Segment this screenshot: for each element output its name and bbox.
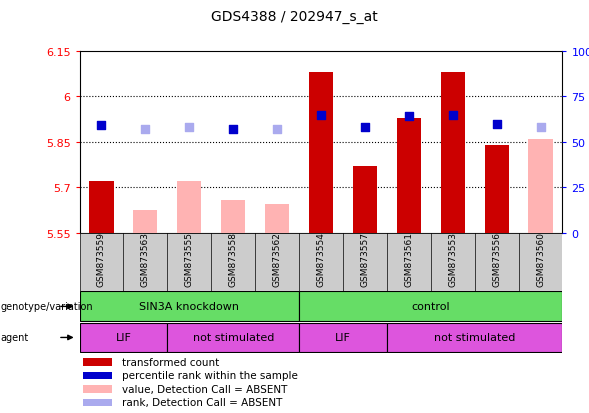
Bar xyxy=(299,292,562,321)
Bar xyxy=(528,140,552,233)
Bar xyxy=(265,204,289,233)
Text: value, Detection Call = ABSENT: value, Detection Call = ABSENT xyxy=(122,384,287,394)
Text: percentile rank within the sample: percentile rank within the sample xyxy=(122,370,298,380)
Point xyxy=(448,112,458,119)
Text: not stimulated: not stimulated xyxy=(193,332,274,343)
Text: GDS4388 / 202947_s_at: GDS4388 / 202947_s_at xyxy=(211,10,378,24)
Bar xyxy=(82,385,112,393)
Text: control: control xyxy=(412,301,450,312)
Bar xyxy=(309,73,333,233)
Bar xyxy=(387,323,562,352)
Text: GSM873556: GSM873556 xyxy=(492,232,501,287)
Text: GSM873555: GSM873555 xyxy=(185,232,194,287)
Bar xyxy=(82,399,112,406)
Text: rank, Detection Call = ABSENT: rank, Detection Call = ABSENT xyxy=(122,397,283,407)
Point xyxy=(492,121,501,128)
Point xyxy=(184,125,194,131)
Bar xyxy=(221,202,245,233)
Bar xyxy=(299,323,387,352)
Text: GSM873563: GSM873563 xyxy=(141,232,150,287)
Bar xyxy=(82,372,112,379)
Text: GSM873559: GSM873559 xyxy=(97,232,106,287)
Bar xyxy=(133,211,157,233)
Bar xyxy=(177,182,201,233)
Text: genotype/variation: genotype/variation xyxy=(1,301,93,312)
Bar xyxy=(90,182,114,233)
Text: GSM873561: GSM873561 xyxy=(404,232,413,287)
Text: SIN3A knockdown: SIN3A knockdown xyxy=(139,301,239,312)
Text: agent: agent xyxy=(1,332,29,343)
Bar xyxy=(441,73,465,233)
Bar xyxy=(167,323,299,352)
Text: GSM873557: GSM873557 xyxy=(360,232,369,287)
Text: transformed count: transformed count xyxy=(122,357,220,367)
Bar xyxy=(82,358,112,366)
Point xyxy=(229,126,238,133)
Text: LIF: LIF xyxy=(335,332,351,343)
Bar xyxy=(221,200,245,233)
Text: LIF: LIF xyxy=(115,332,131,343)
Bar xyxy=(80,292,299,321)
Point xyxy=(97,123,106,129)
Bar xyxy=(353,167,377,233)
Bar xyxy=(177,209,201,233)
Point xyxy=(316,112,326,119)
Text: GSM873554: GSM873554 xyxy=(316,232,326,287)
Point xyxy=(272,126,282,133)
Bar xyxy=(485,145,509,233)
Point xyxy=(360,125,370,131)
Text: GSM873553: GSM873553 xyxy=(448,232,457,287)
Text: not stimulated: not stimulated xyxy=(434,332,515,343)
Point xyxy=(536,125,545,131)
Bar xyxy=(80,323,167,352)
Point xyxy=(404,114,413,120)
Text: GSM873562: GSM873562 xyxy=(273,232,282,287)
Text: GSM873560: GSM873560 xyxy=(536,232,545,287)
Text: GSM873558: GSM873558 xyxy=(229,232,238,287)
Point xyxy=(141,126,150,133)
Bar xyxy=(397,118,421,233)
Bar xyxy=(265,217,289,233)
